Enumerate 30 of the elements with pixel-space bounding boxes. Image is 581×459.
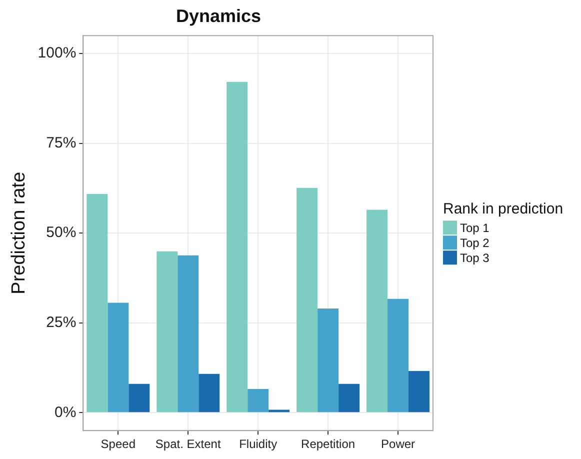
y-axis-title: Prediction rate	[8, 172, 30, 294]
chart-title: Dynamics	[176, 6, 262, 26]
bar	[388, 298, 409, 412]
bar	[408, 370, 430, 412]
bar	[366, 210, 388, 412]
x-tick-label: Repetition	[301, 437, 356, 452]
y-tick-label: 50%	[46, 224, 76, 242]
bar	[108, 302, 129, 412]
legend-label: Top 1	[460, 220, 490, 235]
x-tick-label: Power	[381, 437, 416, 452]
x-tick-label: Fluidity	[239, 437, 278, 452]
bar	[318, 308, 339, 412]
bar	[248, 388, 269, 412]
x-tick-label: Speed	[100, 437, 136, 452]
legend-title: Rank in prediction	[443, 200, 564, 218]
x-tick-label: Spat. Extent	[155, 437, 222, 452]
y-tick-label: 100%	[38, 44, 76, 62]
bar	[198, 374, 220, 412]
legend-label: Top 3	[460, 250, 490, 265]
bar	[338, 384, 360, 412]
bar	[156, 251, 178, 412]
y-tick-label: 0%	[54, 404, 76, 421]
legend-label: Top 2	[460, 236, 490, 250]
bar	[226, 82, 248, 412]
bar	[128, 384, 150, 412]
y-tick-label: 25%	[46, 314, 76, 332]
bar	[296, 188, 318, 412]
bar	[86, 194, 108, 412]
bar	[178, 255, 199, 412]
y-tick-label: 75%	[46, 134, 76, 152]
